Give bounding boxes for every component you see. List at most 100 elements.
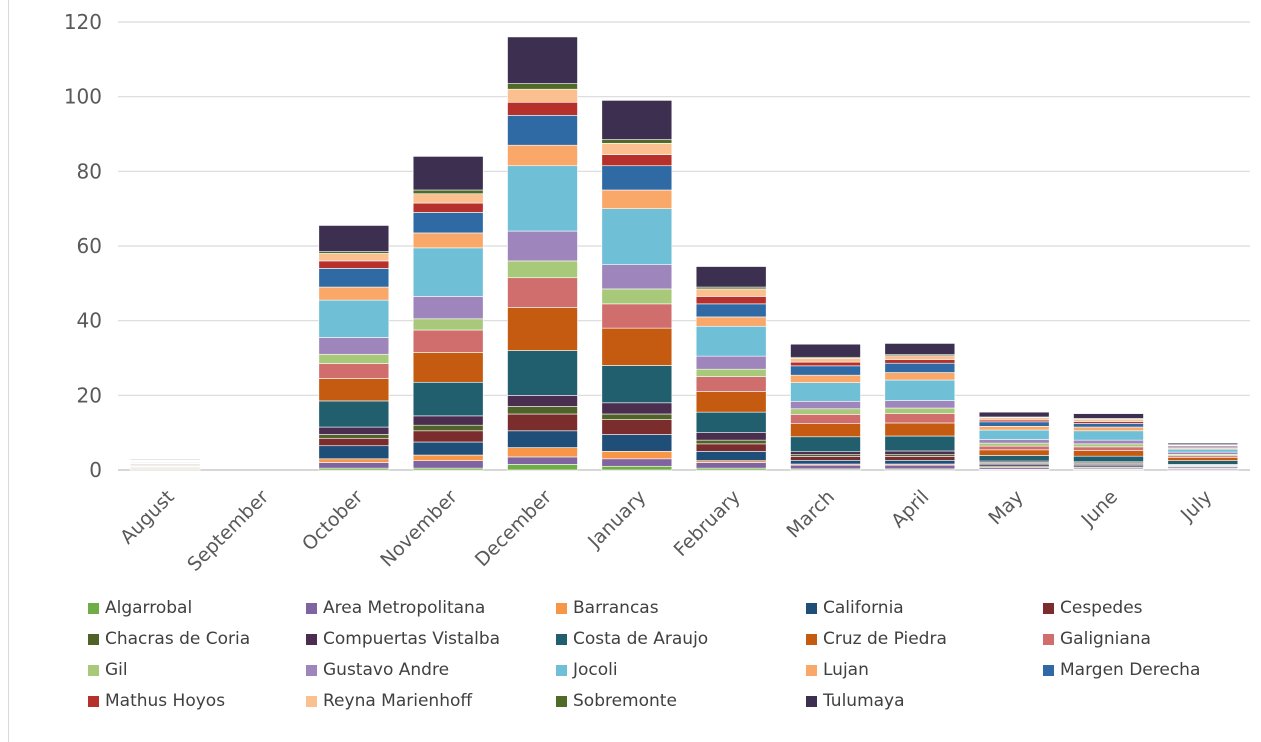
- legend-item: Cespedes: [1043, 596, 1258, 620]
- legend-item: Compuertas Vistalba: [306, 627, 556, 651]
- legend-label: Jocoli: [573, 660, 618, 680]
- bar-segment: [601, 264, 673, 290]
- legend-swatch: [556, 695, 567, 707]
- legend-swatch: [88, 602, 99, 614]
- bar-segment: [1073, 423, 1144, 428]
- bar-segment: [884, 422, 956, 437]
- bar-segment: [318, 458, 390, 463]
- bar-segment: [601, 365, 673, 404]
- bar-segment: [884, 450, 956, 455]
- bar-segment: [318, 434, 390, 439]
- bar-segment: [507, 307, 578, 351]
- bar-segment: [978, 442, 1050, 447]
- bar-segment: [790, 361, 861, 367]
- legend-swatch: [1043, 633, 1054, 645]
- y-tick-label: 80: [77, 159, 102, 183]
- bar-segment: [601, 154, 673, 167]
- legend-label: Costa de Araujo: [573, 629, 709, 649]
- bar-segment: [1073, 426, 1144, 432]
- bar-segment: [790, 459, 861, 465]
- legend-label: Gustavo Andre: [323, 660, 450, 680]
- bar-segment: [884, 355, 956, 360]
- legend-swatch: [556, 633, 567, 645]
- bar-segment: [601, 288, 673, 305]
- bar-segment: [318, 260, 390, 269]
- legend-item: Sobremonte: [556, 689, 806, 713]
- bar-segment: [412, 329, 484, 353]
- chart-frame-line: [8, 0, 9, 742]
- x-tick-label: January: [583, 486, 650, 553]
- bar-segment: [318, 268, 390, 288]
- stacked-bar-chart: 0 20 40 60 80 100 120 August September October No…: [64, 10, 1250, 576]
- legend-item: Gustavo Andre: [306, 658, 556, 682]
- bar-segment: [412, 212, 484, 234]
- x-tick-label: December: [471, 486, 556, 571]
- bar-segment: [318, 378, 390, 402]
- bar-segment: [601, 451, 673, 460]
- bar-segment: [318, 445, 390, 460]
- legend-item: Area Metropolitana: [306, 596, 556, 620]
- bar-segment: [695, 443, 767, 452]
- legend-label: Chacras de Coria: [105, 629, 251, 649]
- bar-segment: [507, 430, 578, 448]
- bar-segment: [884, 435, 956, 452]
- bar-segment: [884, 359, 956, 364]
- bar-segment: [412, 156, 484, 191]
- bar-segment: [318, 225, 390, 252]
- legend-item: Reyna Marienhoff: [306, 689, 556, 713]
- legend-item: Cruz de Piedra: [806, 627, 1043, 651]
- bar-segment: [790, 382, 861, 402]
- bar-segment: [884, 459, 956, 465]
- bar-segment: [601, 189, 673, 209]
- x-tick-label: August: [116, 486, 179, 549]
- x-tick-label: April: [887, 486, 933, 532]
- bar-segment: [790, 436, 861, 453]
- bar-segment: [978, 445, 1050, 451]
- legend-swatch: [1043, 602, 1054, 614]
- x-tick-label: November: [376, 486, 462, 572]
- y-tick-label: 20: [77, 383, 102, 407]
- legend-item: Barrancas: [556, 596, 806, 620]
- bar-segment: [601, 434, 673, 452]
- bar-segment: [695, 355, 767, 370]
- bar-segment: [790, 358, 861, 363]
- bar-segment: [884, 343, 956, 355]
- bar-segment: [412, 460, 484, 469]
- bar-segment: [412, 232, 484, 249]
- bar-segment: [695, 368, 767, 377]
- legend-item: Gil: [88, 658, 306, 682]
- bar-segment: [412, 352, 484, 383]
- bar-segment: [507, 413, 578, 432]
- bar-segment: [412, 415, 484, 426]
- bar-segment: [884, 400, 956, 409]
- bar-segment: [790, 408, 861, 415]
- bar-segment: [507, 101, 578, 116]
- legend-label: Tulumaya: [823, 691, 905, 711]
- legend-swatch: [306, 602, 317, 614]
- bar-segment: [884, 372, 956, 381]
- legend-item: Galigniana: [1043, 627, 1258, 651]
- bar-segment: [507, 406, 578, 415]
- legend-swatch: [88, 633, 99, 645]
- bars: [129, 36, 1239, 471]
- x-tick-label: September: [183, 486, 273, 576]
- bar-segment: [601, 100, 673, 140]
- bar-segment: [507, 144, 578, 167]
- legend-label: Barrancas: [573, 598, 659, 618]
- bar-segment: [884, 362, 956, 373]
- legend-item: Tulumaya: [806, 689, 1043, 713]
- legend-label: Algarrobal: [105, 598, 193, 618]
- gridlines: [118, 21, 1250, 471]
- x-tick-label: March: [783, 486, 840, 543]
- bar-segment: [601, 402, 673, 415]
- bar-segment: [507, 456, 578, 465]
- legend: Algarrobal Area Metropolitana Barrancas Cal…: [88, 596, 1258, 713]
- bar-segment: [695, 462, 767, 469]
- bar-segment: [318, 353, 390, 364]
- bar-segment: [318, 337, 390, 355]
- bar-segment: [884, 413, 956, 424]
- bar-segment: [1167, 457, 1239, 461]
- bar-segment: [1167, 460, 1239, 465]
- bar-segment: [318, 437, 390, 447]
- legend-item: Lujan: [806, 658, 1043, 682]
